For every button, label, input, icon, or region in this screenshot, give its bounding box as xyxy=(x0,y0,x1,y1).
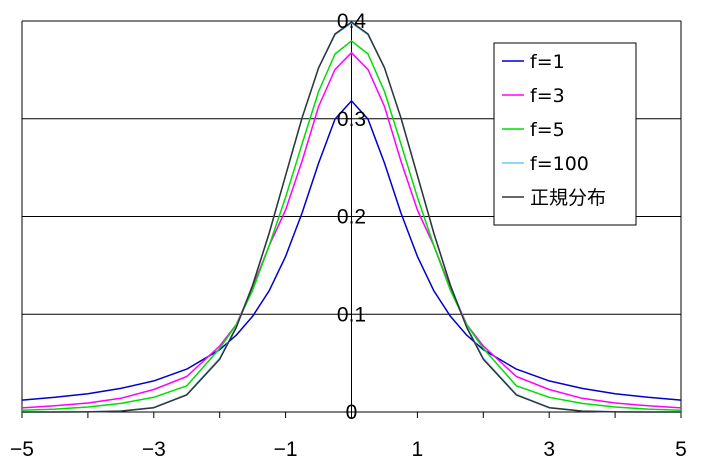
axes-layer xyxy=(21,20,682,418)
legend-label-2: f=5 xyxy=(530,119,565,141)
x-tick-label: 5 xyxy=(675,438,687,461)
series-line-1 xyxy=(21,51,682,409)
y-tick-label: 0.1 xyxy=(337,303,366,326)
x-tick-label: 3 xyxy=(543,438,555,461)
series-line-4 xyxy=(22,21,681,413)
legend-label-0: f=1 xyxy=(530,51,565,73)
y-tick-label: 0 xyxy=(346,401,358,424)
series-layer xyxy=(21,21,682,413)
legend-label-4: 正規分布 xyxy=(530,187,606,209)
legend-label-3: f=100 xyxy=(530,153,589,175)
x-tick-label: −5 xyxy=(10,438,34,461)
y-tick-labels: 0 0.1 0.2 0.3 0.4 xyxy=(337,10,367,424)
y-tick-label: 0.3 xyxy=(337,108,366,131)
x-tick-labels: −5 −3 −1 1 3 5 xyxy=(10,438,687,461)
y-tick-label: 0.4 xyxy=(337,10,367,33)
x-tick-label: −1 xyxy=(274,438,298,461)
y-tick-label: 0.2 xyxy=(337,206,366,229)
legend-box xyxy=(493,42,637,226)
series-line-0 xyxy=(21,100,682,401)
series-line-2 xyxy=(21,40,682,411)
legend-label-1: f=3 xyxy=(530,85,565,107)
x-tick-label: −3 xyxy=(142,438,166,461)
x-tick-label: 1 xyxy=(412,438,424,461)
legend: f=1 f=3 f=5 f=100 正規分布 xyxy=(493,42,637,226)
